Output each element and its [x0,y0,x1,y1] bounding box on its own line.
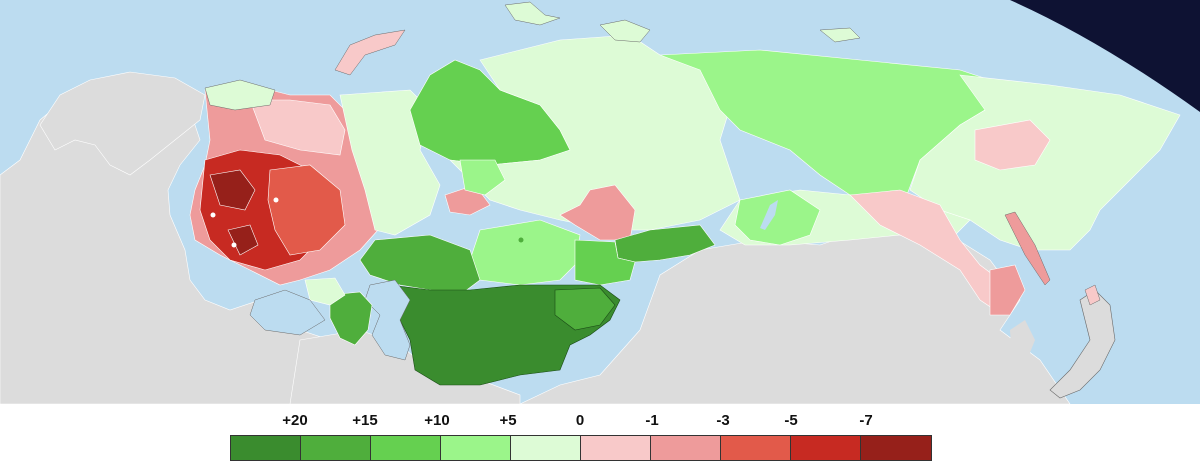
legend-label: 0 [575,412,585,429]
kamchatka-pink [974,119,1051,171]
legend-swatch [301,436,371,460]
kyrgyz-green [554,287,616,331]
city-dot [273,197,279,203]
legend-label: +5 [499,412,517,429]
russia-north-lightpink [249,99,346,156]
novaya-zemlya [334,29,406,76]
legend-label: -5 [784,412,798,429]
legend-swatch [721,436,791,460]
legend-swatch [651,436,721,460]
city-dot [231,242,237,248]
kazakhstan-mid-lightgreen [574,239,636,286]
severnaya-zemlya [599,19,651,43]
russia-darkest-red-2 [227,224,259,256]
city-dot [518,237,524,243]
franz-josef-land [504,1,561,26]
tyumen-green [459,159,506,196]
primorye-pink [989,264,1026,316]
legend-label: -1 [645,412,659,429]
legend-label: -7 [859,412,873,429]
legend-swatch [861,436,931,460]
legend-label: +20 [282,412,308,429]
legend-label: -3 [716,412,730,429]
russia-orange-red [267,164,346,256]
lake-baikal [760,200,778,230]
legend-swatch [371,436,441,460]
caucasus-green [329,291,373,346]
far-east-lightgreen [909,74,1181,251]
yakutia-green [659,49,991,201]
city-dot [210,212,216,218]
map [0,0,1200,404]
caspian-sea [364,279,411,361]
legend-swatch [511,436,581,460]
kazakhstan-north-green [469,219,581,286]
legend-label: +15 [352,412,378,429]
legend-swatch [581,436,651,460]
korea [1010,320,1035,365]
novosibirsk-pink [559,184,636,241]
new-siberian-islands [819,27,861,43]
british-isles [5,185,25,215]
sakhalin [1004,211,1051,286]
kuril-islands [1084,284,1101,306]
irkutsk-green [734,189,821,246]
kola-peninsula [204,79,276,111]
legend-swatch [441,436,511,460]
japan [1049,289,1116,399]
space-corner [1010,0,1200,112]
black-sea [249,289,326,336]
legend-swatch [791,436,861,460]
legend-swatches [230,435,932,461]
legend-swatch [231,436,301,460]
scandinavia [39,71,206,176]
caucasus-light [304,277,346,306]
russia-darkest-red [209,169,256,211]
legend-label: +10 [424,412,450,429]
